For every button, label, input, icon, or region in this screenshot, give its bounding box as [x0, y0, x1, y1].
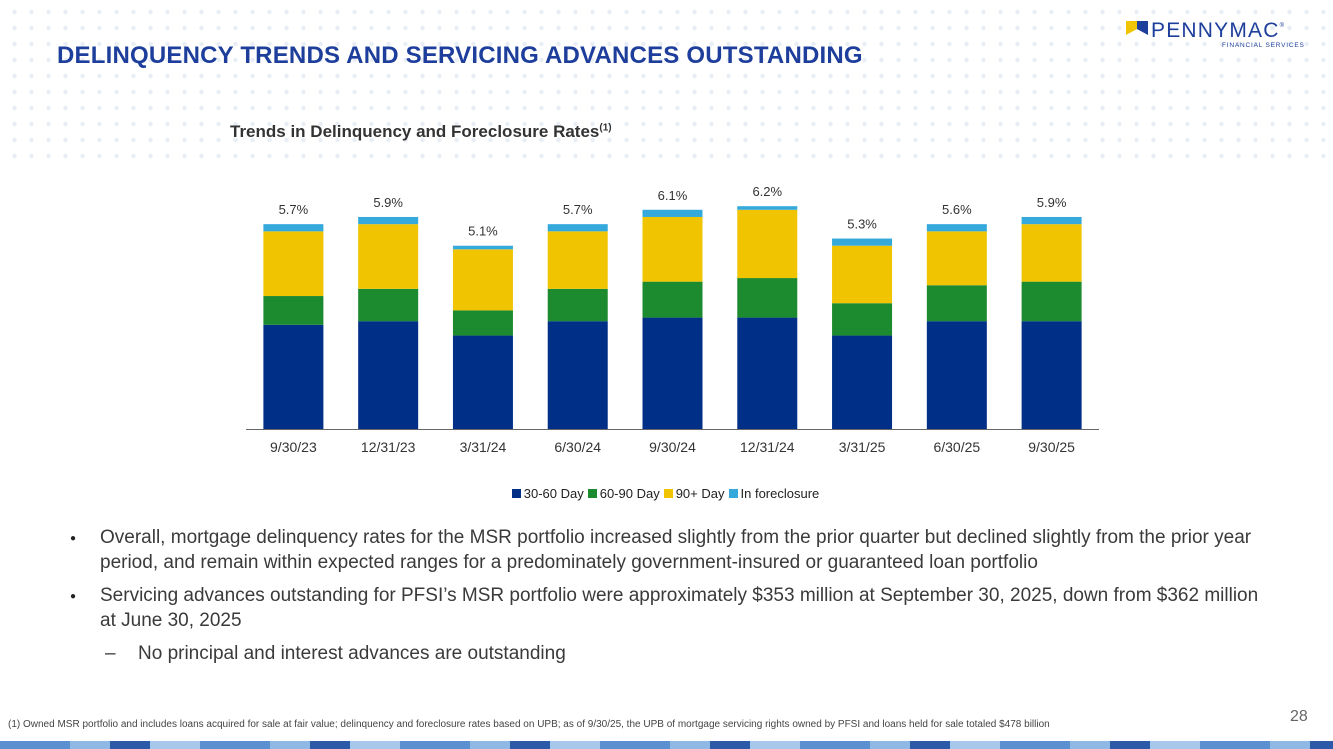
bar-segment-90-day-1: [358, 224, 419, 289]
total-label-0: 5.7%: [279, 202, 309, 217]
dash-marker: –: [105, 643, 116, 664]
legend-swatch: [728, 489, 738, 498]
x-tick-label-8: 9/30/25: [1028, 439, 1075, 455]
bar-segment-90-day-2: [452, 249, 513, 311]
bar-segment-60-90-day-3: [547, 288, 608, 322]
bar-segment-30-60-day-0: [263, 324, 324, 429]
bar-segment-in-foreclosure-0: [263, 224, 324, 232]
legend-swatch: [587, 489, 597, 498]
total-label-6: 5.3%: [847, 217, 877, 232]
x-tick-label-5: 12/31/24: [740, 439, 795, 455]
footnote: (1) Owned MSR portfolio and includes loa…: [8, 719, 1050, 730]
legend-label: In foreclosure: [740, 486, 820, 501]
x-tick-label-4: 9/30/24: [649, 439, 696, 455]
chart-legend: 30-60 Day 60-90 Day 90+ Day In foreclosure: [0, 486, 1333, 501]
bullet-servicing-advances: Servicing advances outstanding for PFSI’…: [70, 584, 1274, 633]
bar-segment-90-day-7: [926, 231, 987, 286]
bar-segment-in-foreclosure-5: [737, 206, 798, 210]
legend-swatch: [511, 489, 521, 498]
legend-item-60-90-day: 60-90 Day: [587, 486, 660, 501]
bar-segment-60-90-day-0: [263, 296, 324, 325]
legend-swatch: [663, 489, 673, 498]
bar-segment-60-90-day-1: [358, 288, 419, 322]
logo-name: PENNYMAC®: [1151, 19, 1286, 42]
total-label-7: 5.6%: [942, 202, 972, 217]
x-tick-label-1: 12/31/23: [361, 439, 416, 455]
total-label-1: 5.9%: [373, 195, 403, 210]
bar-segment-in-foreclosure-4: [642, 209, 703, 217]
bar-segment-90-day-0: [263, 231, 324, 297]
pennymac-logo-icon: [1126, 21, 1148, 35]
bar-segment-in-foreclosure-8: [1021, 216, 1082, 225]
bar-segment-90-day-5: [737, 209, 798, 279]
dotted-background: [0, 0, 1333, 160]
legend-label: 30-60 Day: [523, 486, 584, 501]
legend-item-in-foreclosure: In foreclosure: [728, 486, 820, 501]
bar-segment-30-60-day-3: [547, 321, 608, 429]
bar-segment-in-foreclosure-7: [926, 224, 987, 232]
logo-subtitle: FINANCIAL SERVICES: [1222, 42, 1305, 49]
page-number: 28: [1290, 708, 1308, 725]
total-label-2: 5.1%: [468, 224, 498, 239]
page-title: DELINQUENCY TRENDS AND SERVICING ADVANCE…: [57, 42, 863, 69]
bullet-list: Overall, mortgage delinquency rates for …: [70, 526, 1274, 666]
total-label-3: 5.7%: [563, 202, 593, 217]
sub-bullet-advances: – No principal and interest advances are…: [74, 642, 1274, 666]
bar-segment-90-day-4: [642, 216, 703, 282]
bar-segment-60-90-day-6: [832, 303, 893, 336]
pennymac-logo: PENNYMAC® FINANCIAL SERVICES: [1126, 18, 1326, 52]
legend-item-30-60-day: 30-60 Day: [511, 486, 584, 501]
total-label-8: 5.9%: [1037, 195, 1067, 210]
chart-title: Trends in Delinquency and Foreclosure Ra…: [230, 122, 612, 141]
x-tick-label-7: 6/30/25: [933, 439, 980, 455]
bar-segment-30-60-day-1: [358, 321, 419, 429]
bar-segment-30-60-day-5: [737, 317, 798, 429]
bar-segment-90-day-6: [832, 245, 893, 304]
bar-segment-in-foreclosure-2: [452, 245, 513, 250]
legend-label: 60-90 Day: [599, 486, 660, 501]
bar-segment-30-60-day-8: [1021, 321, 1082, 429]
x-tick-label-3: 6/30/24: [554, 439, 601, 455]
bar-segment-60-90-day-5: [737, 278, 798, 318]
bullet-delinquency-rates: Overall, mortgage delinquency rates for …: [70, 526, 1274, 575]
bar-segment-30-60-day-6: [832, 335, 893, 429]
bar-segment-in-foreclosure-6: [832, 238, 893, 246]
x-tick-label-6: 3/31/25: [839, 439, 886, 455]
bar-segment-60-90-day-8: [1021, 281, 1082, 322]
bottom-decorative-band: [0, 741, 1333, 749]
sub-bullet-text: No principal and interest advances are o…: [138, 643, 566, 664]
bar-segment-in-foreclosure-1: [358, 216, 419, 225]
legend-item-90-day: 90+ Day: [663, 486, 725, 501]
bar-segment-60-90-day-7: [926, 285, 987, 322]
total-label-4: 6.1%: [658, 188, 688, 203]
x-tick-label-2: 3/31/24: [460, 439, 507, 455]
total-label-5: 6.2%: [752, 184, 782, 199]
bar-segment-60-90-day-4: [642, 281, 703, 318]
x-tick-label-0: 9/30/23: [270, 439, 317, 455]
bar-segment-90-day-3: [547, 231, 608, 289]
bar-segment-30-60-day-2: [452, 335, 513, 429]
bar-segment-30-60-day-4: [642, 317, 703, 429]
bar-segment-90-day-8: [1021, 224, 1082, 282]
legend-label: 90+ Day: [675, 486, 725, 501]
bar-segment-30-60-day-7: [926, 321, 987, 429]
bar-segment-60-90-day-2: [452, 310, 513, 336]
delinquency-bar-chart: 5.7% 9/30/23 5.9% 12/31/23 5.1% 3/31/24 5.7% 6/…: [246, 184, 1099, 455]
bar-segment-in-foreclosure-3: [547, 224, 608, 232]
